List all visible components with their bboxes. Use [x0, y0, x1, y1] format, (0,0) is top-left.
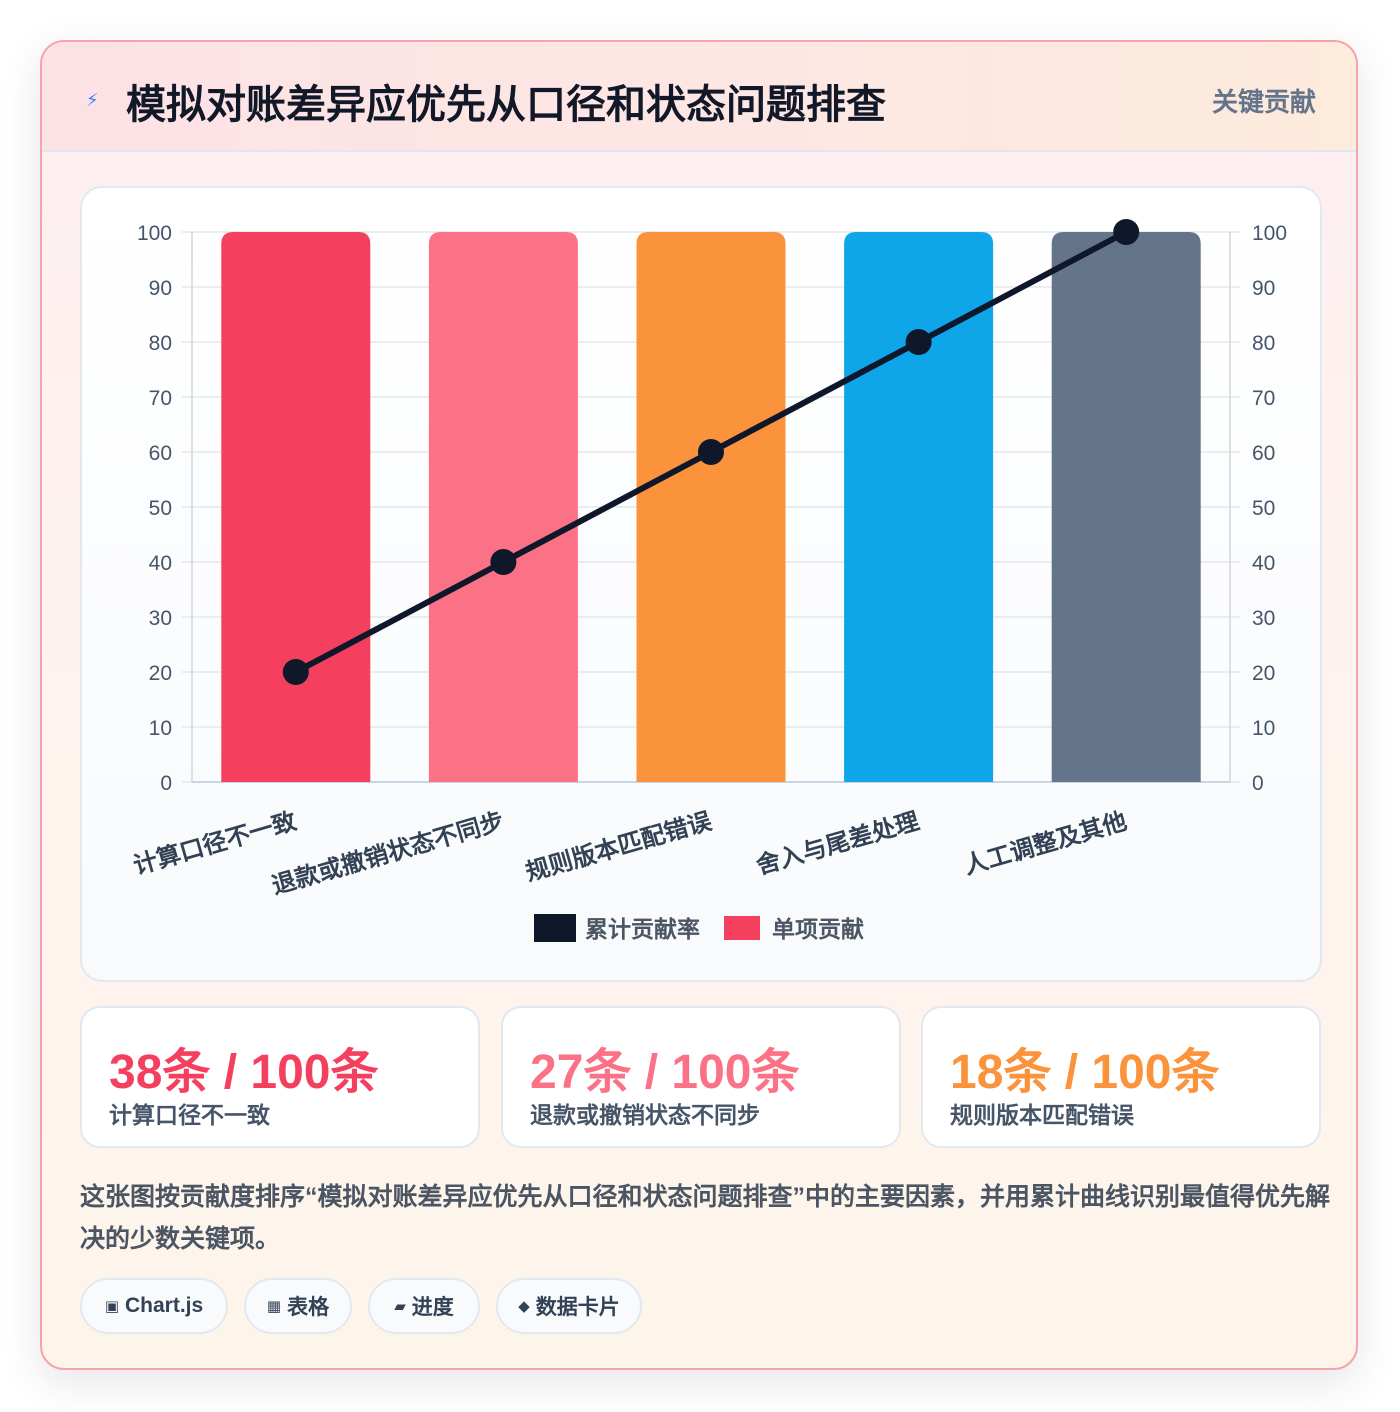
chart-panel: 0 0 10 10 20 20 30 30 40 40 50 50 60 60 70 70 80 80 90 90 10… — [80, 186, 1322, 982]
y-tick-label-left: 80 — [149, 332, 172, 355]
y-tick-label-left: 20 — [149, 662, 172, 685]
card-icon: ◆ — [518, 1298, 530, 1315]
bar — [1051, 232, 1201, 782]
x-tick-label: 规则版本匹配错误 — [523, 808, 716, 887]
line-point — [1113, 219, 1140, 245]
tag-data-card[interactable]: ◆ 数据卡片 — [496, 1278, 642, 1334]
y-tick-label-right: 90 — [1252, 277, 1275, 300]
bar — [221, 232, 371, 782]
y-tick-label-left: 40 — [149, 552, 172, 575]
x-tick-label: 退款或撤销状态不同步 — [269, 807, 507, 900]
x-tick-label: 舍入与尾差处理 — [753, 807, 922, 880]
table-icon: ▦ — [266, 1298, 282, 1315]
y-tick-label-right: 70 — [1252, 387, 1275, 410]
stat-label: 规则版本匹配错误 — [950, 1102, 1134, 1128]
y-tick-label-left: 60 — [149, 442, 172, 465]
card-title: 模拟对账差异应优先从口径和状态问题排查 — [126, 83, 886, 127]
bar — [428, 232, 578, 782]
legend-swatch-cumulative — [534, 914, 576, 942]
key-contribution-badge: 关键贡献 — [1211, 87, 1316, 117]
y-tick-label-right: 60 — [1252, 442, 1275, 465]
pareto-chart: 0 0 10 10 20 20 30 30 40 40 50 50 60 60 70 70 80 80 90 90 10… — [130, 219, 1287, 942]
tag-label: 进度 — [411, 1296, 454, 1319]
y-tick-label-left: 50 — [149, 497, 172, 520]
stat-label: 退款或撤销状态不同步 — [530, 1102, 760, 1128]
legend-label-cumulative: 累计贡献率 — [585, 916, 700, 942]
tag-progress[interactable]: ▰ 进度 — [368, 1278, 480, 1334]
legend-label-single: 单项贡献 — [772, 916, 864, 942]
stat-value: 27条 / 100条 — [530, 1046, 800, 1099]
y-tick-label-right: 100 — [1252, 222, 1287, 245]
y-tick-label-right: 30 — [1252, 607, 1275, 630]
chart-icon: ▣ — [104, 1298, 119, 1315]
tag-table[interactable]: ▦ 表格 — [244, 1278, 352, 1334]
y-tick-label-right: 50 — [1252, 497, 1275, 520]
lightning-icon: ⚡ — [86, 90, 99, 110]
y-tick-label-right: 10 — [1252, 717, 1275, 740]
pareto-card: ⚡ 模拟对账差异应优先从口径和状态问题排查 关键贡献 0 0 10 10 20 20 30 3… — [40, 40, 1358, 1370]
bar — [636, 232, 786, 782]
y-tick-label-left: 0 — [160, 772, 172, 795]
tag-chartjs[interactable]: ▣ Chart.js — [80, 1278, 228, 1334]
x-tick-label: 计算口径不一致 — [130, 807, 300, 880]
stat-card-1: 38条 / 100条 计算口径不一致 — [80, 1006, 480, 1148]
stat-value: 38条 / 100条 — [109, 1046, 379, 1099]
line-point — [490, 549, 517, 575]
card-header: ⚡ 模拟对账差异应优先从口径和状态问题排查 关键贡献 — [42, 42, 1356, 152]
y-tick-label-left: 30 — [149, 607, 172, 630]
stat-value: 18条 / 100条 — [950, 1046, 1220, 1099]
bar — [844, 232, 994, 782]
x-tick-label: 人工调整及其他 — [961, 808, 1130, 880]
progress-icon: ▰ — [394, 1298, 406, 1315]
chart-description: 这张图按贡献度排序“模拟对账差异应优先从口径和状态问题排查”中的主要因素，并用累… — [80, 1183, 1331, 1253]
tag-label: 数据卡片 — [535, 1296, 620, 1319]
y-tick-label-left: 100 — [137, 222, 172, 245]
y-tick-label-right: 20 — [1252, 662, 1275, 685]
tag-label: 表格 — [287, 1296, 330, 1319]
y-tick-label-left: 90 — [149, 277, 172, 300]
y-tick-label-left: 10 — [149, 717, 172, 740]
legend-swatch-single — [724, 916, 760, 940]
stat-card-3: 18条 / 100条 规则版本匹配错误 — [921, 1006, 1321, 1148]
y-tick-label-right: 40 — [1252, 552, 1275, 575]
line-point — [282, 659, 309, 685]
y-tick-label-right: 80 — [1252, 332, 1275, 355]
y-tick-label-left: 70 — [149, 387, 172, 410]
line-point — [698, 439, 724, 465]
stat-label: 计算口径不一致 — [109, 1102, 270, 1128]
tag-label: Chart.js — [125, 1294, 204, 1317]
y-tick-label-right: 0 — [1252, 772, 1264, 795]
line-point — [905, 329, 932, 355]
stat-card-2: 27条 / 100条 退款或撤销状态不同步 — [501, 1006, 901, 1148]
